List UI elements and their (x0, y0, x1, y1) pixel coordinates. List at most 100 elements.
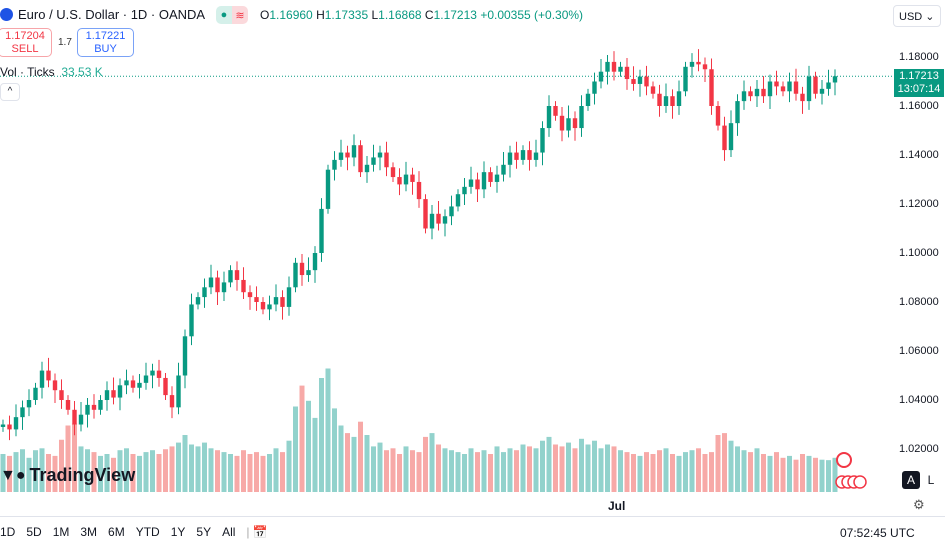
tradingview-logo-icon: ▼● (0, 466, 26, 484)
volume-bar (371, 446, 376, 492)
volume-bar (299, 385, 305, 492)
candle-body (312, 253, 318, 271)
auto-scale-button[interactable]: A (902, 471, 920, 489)
candle-body (644, 76, 649, 87)
volume-bar (260, 455, 266, 492)
candle-body (215, 277, 220, 293)
candle-body (689, 61, 695, 67)
ohlc-legend: O1.16960 H1.17335 L1.16868 C1.17213 +0.0… (260, 8, 583, 22)
log-scale-button[interactable]: L (927, 473, 935, 487)
candle-body (494, 174, 500, 182)
timeframe-1d[interactable]: 1D (0, 525, 16, 539)
sell-button[interactable]: 1.17204 SELL (0, 28, 52, 57)
price-tick: 1.08000 (899, 296, 939, 308)
volume-value: 33.53 K (61, 65, 103, 79)
timeframe-5d[interactable]: 5D (26, 525, 42, 539)
change-value: +0.00355 (+0.30%) (480, 8, 584, 22)
volume-bar (267, 454, 272, 492)
market-status[interactable]: ● ≋ (216, 6, 248, 24)
candle-body (754, 88, 760, 97)
candle-body (98, 400, 103, 410)
candle-body (631, 79, 636, 84)
volume-bar (390, 448, 396, 492)
timeframe-all[interactable]: All (222, 525, 236, 539)
eurusd-flag-icon (0, 8, 13, 21)
candle-body (559, 115, 565, 131)
volume-bar (65, 425, 71, 492)
candle-body (793, 81, 799, 94)
candle-body (390, 167, 396, 178)
symbol-title[interactable]: Euro / U.S. Dollar · 1D · OANDA (0, 7, 205, 22)
volume-bar (709, 452, 714, 492)
price-tick: 1.10000 (899, 247, 939, 259)
volume-bar (33, 450, 38, 492)
currency-select[interactable]: USD ⌄ (893, 5, 941, 27)
open-label: O (260, 8, 270, 22)
volume-legend[interactable]: Vol · Ticks 33.53 K (0, 65, 103, 79)
candle-body (59, 390, 64, 400)
timeframe-ytd[interactable]: YTD (135, 525, 160, 539)
candle-body (826, 82, 831, 89)
volume-bar (202, 442, 207, 492)
candle-body (488, 172, 493, 182)
clock[interactable]: 07:52:45 UTC (840, 526, 915, 540)
candle-body (163, 377, 168, 396)
price-tick: 1.18000 (899, 51, 939, 63)
candle-body (241, 279, 246, 293)
candle-body (702, 64, 708, 70)
date-range-icon[interactable]: | 📅 (246, 525, 268, 539)
candle-body (520, 150, 526, 160)
tradingview-logo[interactable]: ▼● TradingView (0, 465, 135, 486)
volume-bar (481, 450, 487, 492)
economic-event-icon (836, 452, 852, 468)
candle-body (598, 71, 604, 82)
candle-body (449, 206, 454, 217)
candle-body (800, 93, 805, 102)
candle-body (104, 390, 110, 400)
timeframe-1y[interactable]: 1Y (170, 525, 186, 539)
buy-button[interactable]: 1.17221 BUY (77, 28, 134, 57)
candle-body (507, 152, 513, 165)
volume-bar (689, 450, 695, 492)
volume-bar (819, 459, 825, 492)
volume-bar (52, 455, 58, 492)
volume-bar (670, 454, 675, 492)
volume-bar (533, 448, 539, 492)
volume-bar (507, 448, 513, 492)
candle-body (273, 297, 279, 305)
settings-gear-icon[interactable]: ⚙ (913, 497, 925, 512)
buy-label: BUY (94, 43, 117, 55)
volume-bar (338, 425, 344, 492)
price-chart[interactable] (0, 0, 893, 516)
candle-body (117, 385, 123, 398)
candle-body (267, 304, 272, 310)
volume-bar (241, 450, 246, 492)
volume-bar (280, 452, 285, 492)
candle-body (7, 424, 12, 430)
candle-body (436, 213, 441, 224)
volume-bar (7, 455, 12, 492)
volume-bar (143, 452, 149, 492)
candle-body (189, 304, 194, 337)
timeframe-6m[interactable]: 6M (108, 525, 125, 539)
candle-body (150, 370, 155, 376)
volume-bar (722, 433, 727, 492)
volume-bar (735, 446, 740, 492)
timeframe-5y[interactable]: 5Y (196, 525, 212, 539)
candle-body (234, 270, 240, 280)
timeframe-1m[interactable]: 1M (52, 525, 70, 539)
candle-body (553, 106, 558, 116)
candle-body (65, 400, 71, 410)
volume-bar (520, 444, 526, 492)
volume-bar (494, 446, 500, 492)
candle-body (78, 414, 84, 425)
collapse-legend-button[interactable]: ^ (0, 83, 20, 101)
candle-body (787, 81, 792, 92)
candle-body (169, 395, 175, 408)
timeframe-3m[interactable]: 3M (80, 525, 98, 539)
divider (0, 516, 945, 517)
candle-body (46, 370, 51, 381)
candle-body (501, 164, 506, 175)
volume-bar (611, 446, 617, 492)
sell-price: 1.17204 (5, 30, 45, 42)
